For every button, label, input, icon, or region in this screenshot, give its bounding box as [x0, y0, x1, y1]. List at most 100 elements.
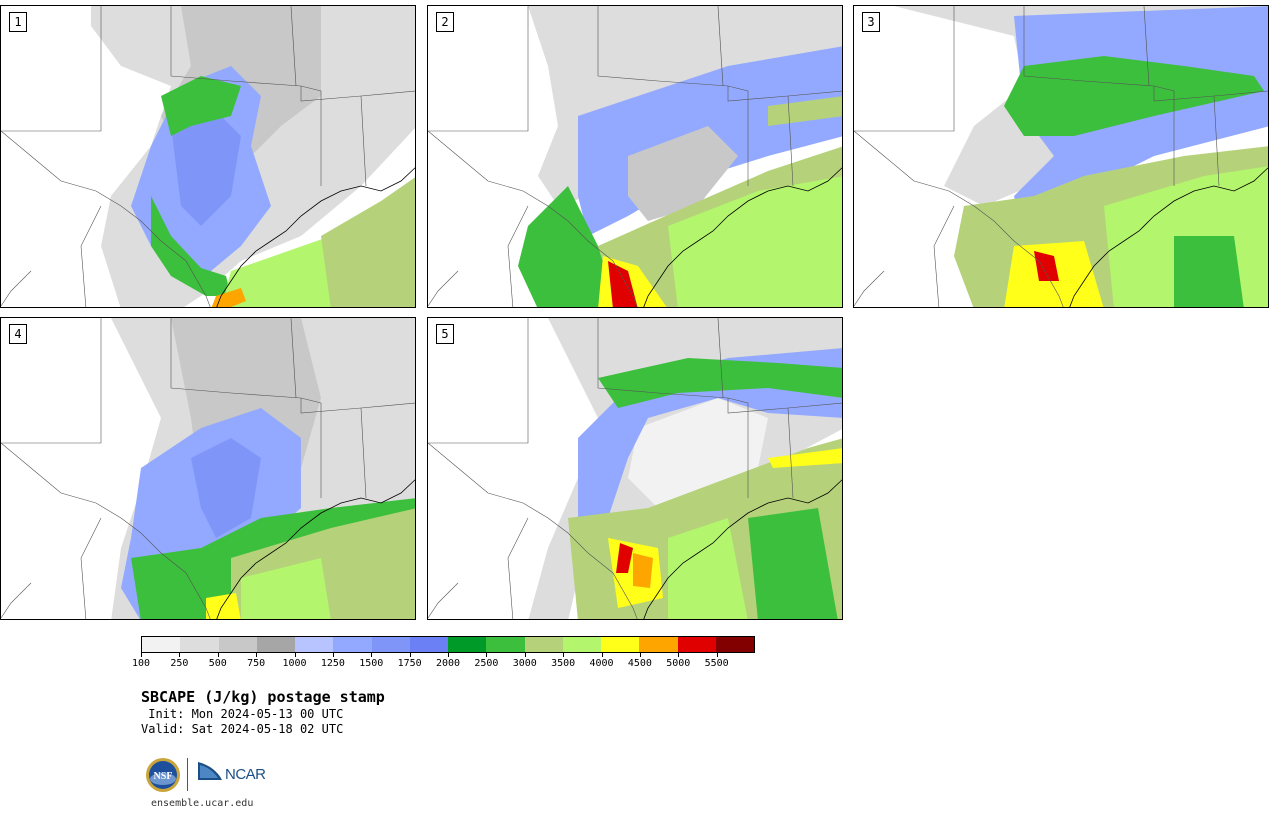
colorbar-tick-label: 3000 [512, 658, 537, 669]
cape-field-region [608, 261, 638, 307]
state-border [428, 442, 638, 619]
cape-field-region [598, 358, 842, 408]
colorbar-swatch [295, 637, 334, 652]
colorbar-tick-label: 100 [131, 658, 151, 669]
state-border [360, 407, 367, 499]
cape-field-region [211, 288, 246, 307]
colorbar-tick-label: 750 [247, 658, 266, 669]
colorbar-swatch [715, 637, 754, 652]
state-border [1153, 86, 1268, 102]
state-border [360, 95, 367, 187]
ncar-logo [198, 762, 222, 780]
state-border [933, 205, 955, 307]
valid-time: Valid: Sat 2024-05-18 02 UTC [141, 722, 344, 736]
state-border [717, 318, 724, 399]
colorbar-tick [332, 653, 334, 657]
panel-label-4: 4 [9, 324, 27, 344]
ensemble-member-panel-2: 2 [427, 5, 843, 308]
panel-label-5: 5 [436, 324, 454, 344]
state-border [170, 318, 322, 498]
state-border [80, 205, 102, 307]
init-time: Init: Mon 2024-05-13 00 UTC [141, 707, 344, 721]
source-url: ensemble.ucar.edu [151, 798, 254, 809]
cape-map-1 [1, 6, 415, 307]
coastline [216, 479, 415, 619]
state-border [727, 398, 842, 414]
colorbar-tick [486, 653, 488, 657]
coastline [643, 479, 842, 619]
colorbar-tick [639, 653, 641, 657]
colorbar-tick [294, 653, 296, 657]
colorbar-tick [217, 653, 219, 657]
state-border [854, 6, 955, 132]
cape-field-region [633, 553, 653, 588]
state-border [1, 130, 211, 307]
nsf-logo-text: NSF [154, 771, 173, 782]
colorbar-tick-label: 2500 [474, 658, 499, 669]
panel-label-1: 1 [9, 12, 27, 32]
colorbar-tick-label: 1250 [320, 658, 345, 669]
cape-field-region [191, 438, 261, 538]
ensemble-member-panel-4: 4 [0, 317, 416, 620]
colorbar-swatch [409, 637, 448, 652]
state-border [428, 270, 459, 307]
cape-field-region [616, 543, 633, 573]
colorbar-swatch [524, 637, 563, 652]
colorbar-tick-label: 1000 [282, 658, 307, 669]
colorbar-swatch [677, 637, 716, 652]
state-border [290, 6, 297, 87]
state-border [1143, 6, 1150, 87]
state-border [1, 582, 32, 619]
state-border [507, 517, 529, 619]
colorbar-tick-label: 4500 [627, 658, 652, 669]
cape-field-region [161, 76, 241, 136]
panel-label-3: 3 [862, 12, 880, 32]
state-border [787, 95, 794, 187]
colorbar-tick [256, 653, 258, 657]
state-border [717, 6, 724, 87]
panel-label-2: 2 [436, 12, 454, 32]
logo-divider [187, 758, 188, 791]
cape-field-region [1174, 236, 1244, 307]
colorbar-swatch [256, 637, 295, 652]
cape-field-region [241, 558, 331, 619]
state-border [854, 130, 1064, 307]
colorbar-tick [141, 653, 142, 657]
colorbar-tick [524, 653, 526, 657]
state-border [428, 318, 529, 444]
state-border [787, 407, 794, 499]
cape-field-region [1004, 56, 1264, 136]
state-border [1, 270, 32, 307]
cape-field-region [668, 176, 842, 307]
state-border [507, 205, 529, 307]
state-border [170, 6, 322, 186]
colorbar-tick-label: 5000 [666, 658, 691, 669]
state-border [727, 86, 842, 102]
colorbar-swatch [562, 637, 601, 652]
colorbar-tick-labels: 100 250 500 750 1000 1250 1500 1750 2000 2500 3000… [132, 653, 755, 673]
cape-field-region [1034, 251, 1059, 281]
state-border [1, 318, 102, 444]
coastline [643, 167, 842, 307]
cape-map-4 [1, 318, 415, 619]
colorbar-tick-label: 500 [208, 658, 227, 669]
state-border [1, 442, 211, 619]
colorbar-swatch [333, 637, 372, 652]
colorbar-tick [179, 653, 181, 657]
ensemble-member-panel-5: 5 [427, 317, 843, 620]
coastline [216, 167, 415, 307]
cape-field-region [221, 236, 331, 307]
state-border [854, 270, 885, 307]
state-border [428, 130, 638, 307]
colorbar-tick [563, 653, 565, 657]
colorbar-tick-label: 1500 [359, 658, 384, 669]
cape-field-region [321, 177, 415, 307]
colorbar-swatch [601, 637, 640, 652]
colorbar-swatch [486, 637, 525, 652]
cape-colorbar [141, 636, 755, 653]
ensemble-member-panel-3: 3 [853, 5, 1269, 308]
colorbar-swatch [218, 637, 257, 652]
nsf-logo: NSF [146, 758, 180, 792]
colorbar-tick [409, 653, 411, 657]
chart-title: SBCAPE (J/kg) postage stamp [141, 688, 385, 706]
